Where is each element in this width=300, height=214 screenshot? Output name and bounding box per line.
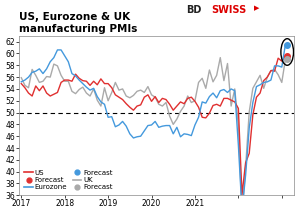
Text: BD: BD <box>186 5 201 15</box>
Text: ▶: ▶ <box>254 5 259 11</box>
Text: SWISS: SWISS <box>212 5 247 15</box>
Text: US, Eurozone & UK
manufacturing PMIs: US, Eurozone & UK manufacturing PMIs <box>20 12 138 34</box>
Legend: US, Forecast, Eurozone, Forecast, UK, Forecast: US, Forecast, Eurozone, Forecast, UK, Fo… <box>23 168 114 192</box>
